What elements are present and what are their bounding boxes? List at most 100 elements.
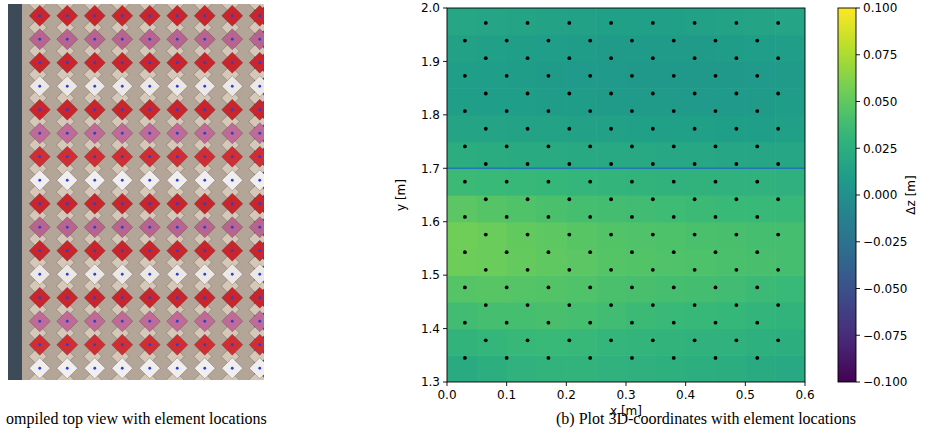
element-location	[258, 14, 261, 17]
heatmap-cell	[626, 8, 656, 35]
element-location	[93, 38, 96, 41]
colorbar-tick-label: −0.050	[863, 282, 907, 296]
element-point	[484, 197, 488, 201]
element	[112, 76, 133, 97]
y-tick	[443, 61, 447, 62]
heatmap-cell	[745, 355, 775, 382]
element-point	[755, 321, 759, 325]
element	[222, 146, 243, 167]
y-tick	[443, 114, 447, 115]
element	[139, 334, 160, 355]
element-location	[66, 38, 69, 41]
element	[112, 287, 133, 308]
element-point	[505, 356, 509, 360]
element-point	[693, 268, 697, 272]
heatmap-cell	[537, 248, 567, 275]
element-point	[776, 233, 780, 237]
element	[29, 311, 50, 332]
element	[167, 170, 188, 191]
heatmap-cell	[745, 35, 775, 62]
element	[57, 99, 78, 120]
heatmap-cell	[566, 142, 596, 169]
colorbar-tick	[856, 288, 860, 289]
heatmap-cell	[656, 222, 686, 249]
heatmap-cell	[596, 8, 626, 35]
heatmap-cell	[656, 302, 686, 329]
heatmap-cell	[447, 115, 477, 142]
element-location	[231, 179, 234, 182]
element-point	[776, 162, 780, 166]
photo-edge	[8, 4, 22, 380]
element-location	[203, 202, 206, 205]
element-location	[121, 343, 124, 346]
element-location	[231, 273, 234, 276]
element-location	[66, 132, 69, 135]
heatmap-cell	[507, 142, 537, 169]
element-point	[755, 144, 759, 148]
heatmap-cell	[596, 329, 626, 356]
element-location	[176, 38, 179, 41]
element	[222, 123, 243, 144]
element-point	[526, 338, 530, 342]
element	[249, 217, 264, 238]
element	[84, 29, 105, 50]
element	[222, 358, 243, 379]
heatmap-cell	[686, 8, 716, 35]
element-location	[66, 155, 69, 158]
element-location	[176, 61, 179, 64]
heatmap-cell	[596, 142, 626, 169]
heatmap-cell	[566, 115, 596, 142]
element	[167, 76, 188, 97]
element-location	[203, 61, 206, 64]
element-point	[463, 215, 467, 219]
element-point	[734, 303, 738, 307]
element-location	[66, 273, 69, 276]
y-tick-label: 2.0	[421, 1, 440, 15]
element-location	[176, 155, 179, 158]
element-point	[755, 286, 759, 290]
heatmap-cell	[716, 168, 746, 195]
element-location	[93, 108, 96, 111]
heatmap-cell	[656, 275, 686, 302]
heatmap-cell	[775, 61, 805, 88]
element	[29, 76, 50, 97]
heatmap-cell	[537, 302, 567, 329]
element	[249, 52, 264, 73]
heatmap-cell	[447, 275, 477, 302]
element	[249, 358, 264, 379]
element	[57, 193, 78, 214]
heatmap-cell	[596, 275, 626, 302]
element	[139, 264, 160, 285]
element-point	[609, 268, 613, 272]
colorbar-tick-label: −0.100	[863, 375, 907, 389]
element-location	[148, 296, 151, 299]
element	[84, 311, 105, 332]
element-point	[714, 286, 718, 290]
element-point	[463, 250, 467, 254]
element-point	[672, 321, 676, 325]
heatmap-cell	[626, 195, 656, 222]
element-point	[734, 21, 738, 25]
element-point	[734, 127, 738, 131]
element-point	[651, 233, 655, 237]
heatmap-cell	[507, 302, 537, 329]
element-point	[776, 21, 780, 25]
heatmap-cell	[686, 88, 716, 115]
element	[84, 240, 105, 261]
x-tick	[805, 382, 806, 386]
element-location	[121, 14, 124, 17]
element	[249, 334, 264, 355]
heatmap-cell	[745, 115, 775, 142]
element-point	[651, 92, 655, 96]
heatmap-cell	[566, 168, 596, 195]
element	[194, 217, 215, 238]
element-location	[203, 367, 206, 370]
heatmap-cell	[686, 355, 716, 382]
element	[222, 170, 243, 191]
element	[112, 123, 133, 144]
element-point	[693, 162, 697, 166]
element	[194, 287, 215, 308]
element	[112, 311, 133, 332]
element-location	[231, 155, 234, 158]
element	[167, 287, 188, 308]
